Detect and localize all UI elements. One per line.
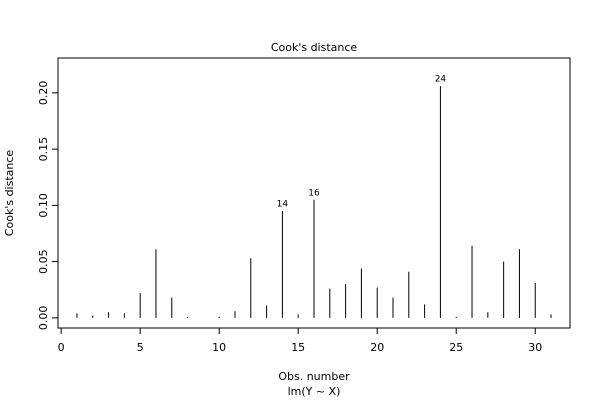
point-label: 24 [435, 75, 447, 85]
y-axis-label: Cook's distance [3, 150, 16, 237]
point-label: 16 [308, 188, 320, 198]
y-tick-label: 0.15 [37, 137, 50, 162]
y-tick-label: 0.10 [37, 193, 50, 218]
x-tick-label: 5 [137, 341, 144, 354]
x-tick-label: 15 [291, 341, 305, 354]
x-axis-label: Obs. number [278, 370, 350, 383]
x-tick-label: 0 [58, 341, 65, 354]
plot-frame [57, 57, 571, 329]
y-tick-label: 0.05 [37, 249, 50, 274]
x-tick-label: 20 [370, 341, 384, 354]
chart-title: Cook's distance [271, 41, 358, 54]
x-tick-label: 30 [528, 341, 542, 354]
x-tick-label: 10 [212, 341, 226, 354]
y-tick-label: 0.20 [37, 81, 50, 106]
y-tick-label: 0.00 [37, 306, 50, 331]
subtitle: lm(Y ~ X) [288, 385, 341, 398]
x-tick-label: 25 [449, 341, 463, 354]
point-label: 14 [277, 200, 289, 210]
